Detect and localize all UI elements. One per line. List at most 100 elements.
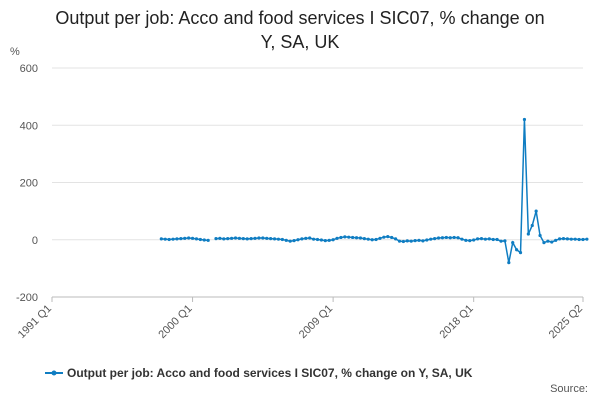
point bbox=[534, 209, 538, 213]
point bbox=[214, 237, 218, 241]
point bbox=[253, 236, 257, 240]
point bbox=[198, 237, 202, 242]
point bbox=[515, 248, 519, 252]
x-tick-label: 2000 Q1 bbox=[156, 303, 194, 341]
point bbox=[421, 239, 425, 243]
point bbox=[479, 237, 484, 241]
point bbox=[518, 251, 523, 255]
legend-marker bbox=[51, 370, 57, 376]
point bbox=[557, 237, 562, 241]
point bbox=[257, 236, 261, 240]
legend-label: Output per job: Acco and food services I… bbox=[67, 366, 473, 380]
point bbox=[323, 239, 327, 243]
point bbox=[460, 237, 464, 241]
point bbox=[343, 235, 347, 239]
point bbox=[554, 238, 558, 242]
x-tick-label: 1991 Q1 bbox=[16, 303, 54, 341]
point bbox=[530, 223, 534, 228]
point bbox=[401, 239, 405, 244]
point bbox=[491, 237, 495, 242]
point bbox=[433, 237, 437, 241]
point bbox=[526, 232, 530, 236]
point bbox=[159, 237, 163, 241]
point bbox=[296, 238, 300, 242]
point bbox=[179, 237, 183, 241]
point bbox=[292, 239, 296, 243]
point bbox=[448, 236, 452, 240]
point bbox=[440, 236, 445, 240]
point bbox=[436, 236, 441, 240]
y-tick-label: -200 bbox=[16, 292, 38, 304]
y-axis-label: % bbox=[10, 46, 20, 58]
point bbox=[487, 237, 491, 241]
point bbox=[335, 236, 339, 240]
source: Source: bbox=[550, 383, 588, 395]
line bbox=[161, 119, 587, 263]
point bbox=[452, 235, 456, 240]
point bbox=[561, 237, 566, 241]
chart-title: Output per job: Acco and food services I… bbox=[55, 8, 545, 52]
point bbox=[483, 237, 487, 241]
point bbox=[362, 237, 366, 241]
point bbox=[202, 238, 206, 242]
point bbox=[171, 237, 175, 241]
point bbox=[370, 238, 374, 242]
point bbox=[331, 238, 335, 242]
point bbox=[194, 237, 199, 241]
point bbox=[226, 237, 230, 241]
point bbox=[378, 236, 382, 240]
point bbox=[358, 236, 363, 240]
point bbox=[417, 238, 421, 242]
point bbox=[429, 237, 433, 241]
x-tick-label: 2009 Q1 bbox=[297, 303, 335, 341]
point bbox=[308, 236, 312, 240]
point bbox=[456, 236, 460, 240]
point bbox=[163, 237, 167, 241]
point bbox=[288, 239, 292, 243]
point bbox=[550, 240, 554, 244]
point bbox=[405, 239, 409, 243]
point bbox=[265, 236, 269, 240]
point bbox=[538, 233, 542, 238]
point bbox=[444, 235, 448, 240]
point bbox=[315, 237, 320, 242]
point bbox=[565, 237, 569, 241]
point bbox=[206, 238, 210, 242]
point bbox=[366, 237, 370, 241]
point bbox=[354, 236, 359, 240]
point bbox=[311, 237, 316, 241]
point bbox=[304, 236, 308, 240]
point bbox=[175, 237, 179, 241]
point bbox=[495, 237, 499, 242]
point bbox=[390, 235, 394, 240]
point bbox=[237, 236, 242, 240]
y-tick-label: 0 bbox=[32, 235, 38, 247]
point bbox=[167, 237, 171, 242]
point bbox=[319, 238, 324, 242]
point bbox=[183, 236, 187, 240]
point bbox=[272, 237, 277, 241]
point bbox=[280, 237, 284, 242]
point bbox=[190, 236, 195, 240]
point bbox=[386, 235, 390, 239]
point bbox=[581, 237, 585, 242]
x-tick-label: 2025 Q2 bbox=[547, 303, 585, 341]
point bbox=[241, 237, 245, 241]
point bbox=[261, 236, 265, 240]
point bbox=[413, 239, 417, 243]
point bbox=[569, 237, 573, 241]
point bbox=[218, 236, 222, 240]
point bbox=[475, 237, 480, 241]
point bbox=[351, 235, 355, 240]
point bbox=[327, 238, 331, 242]
point bbox=[249, 237, 253, 241]
point bbox=[233, 236, 238, 240]
point bbox=[347, 235, 351, 239]
y-tick-label: 600 bbox=[20, 63, 38, 75]
point bbox=[230, 236, 234, 240]
point bbox=[585, 237, 589, 241]
y-tick-label: 400 bbox=[20, 120, 38, 132]
point bbox=[425, 238, 429, 242]
